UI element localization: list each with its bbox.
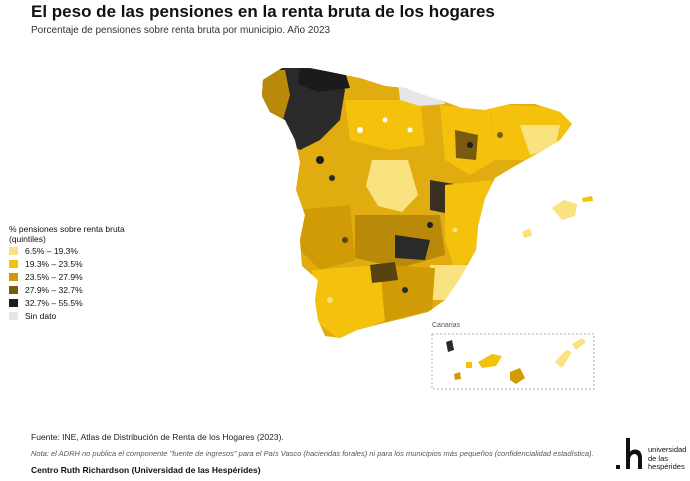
balearic-ibiza (522, 228, 532, 238)
canarias-la-gomera (466, 362, 472, 368)
municipality-speckles (316, 117, 503, 303)
canarias-fuerteventura (555, 350, 572, 368)
source-note: Fuente: INE, Atlas de Distribución de Re… (31, 432, 284, 442)
legend-swatch (9, 273, 18, 281)
balearic-menorca (582, 196, 593, 202)
region-murcia (430, 265, 470, 300)
legend-swatch (9, 299, 18, 307)
legend-label: 23.5% – 27.9% (25, 272, 83, 282)
legend-label: 19.3% – 23.5% (25, 259, 83, 269)
region-andalucia-west (312, 265, 385, 338)
canarias-inset-label: Canarias (432, 322, 461, 329)
balearic-mallorca (552, 200, 577, 220)
legend-label: 6.5% – 19.3% (25, 246, 78, 256)
canarias-lanzarote (572, 338, 586, 350)
legend-swatch (9, 260, 18, 268)
legend-swatch (9, 312, 18, 320)
legend-label: 27.9% – 32.7% (25, 285, 83, 295)
canarias-el-hierro (454, 372, 461, 380)
region-asturias (298, 68, 350, 92)
legend-swatch (9, 247, 18, 255)
canarias-la-palma (446, 340, 454, 352)
canarias-inset-frame (431, 333, 595, 390)
region-extremadura (298, 205, 355, 270)
chart-subtitle: Porcentaje de pensiones sobre renta brut… (31, 25, 331, 36)
canarias-tenerife (478, 354, 502, 368)
region-valencia (445, 180, 492, 270)
credit-line: Centro Ruth Richardson (Universidad de l… (31, 465, 261, 475)
map-legend: % pensiones sobre renta bruta (quintiles… (9, 224, 139, 321)
legend-title: % pensiones sobre renta bruta (quintiles… (9, 224, 125, 244)
university-logo-mark (616, 438, 642, 469)
methodology-note: Nota: el ADRH no publica el componente "… (31, 449, 594, 458)
chart-title: El peso de las pensiones en la renta bru… (31, 2, 495, 21)
region-castilla-light (345, 100, 425, 150)
region-aragon-dark (455, 130, 478, 160)
region-jaen-dark (370, 262, 398, 283)
canarias-gran-canaria (510, 368, 525, 384)
legend-label: 32.7% – 55.5% (25, 298, 83, 308)
legend-label: Sin dato (25, 311, 57, 321)
region-mancha-dark (395, 235, 430, 260)
region-madrid (366, 160, 418, 212)
university-logo: universidad de las hespérides (614, 436, 686, 476)
region-galicia-coast (262, 70, 290, 130)
legend-swatch (9, 286, 18, 294)
university-logo-text: universidad de las hespérides (648, 445, 687, 471)
